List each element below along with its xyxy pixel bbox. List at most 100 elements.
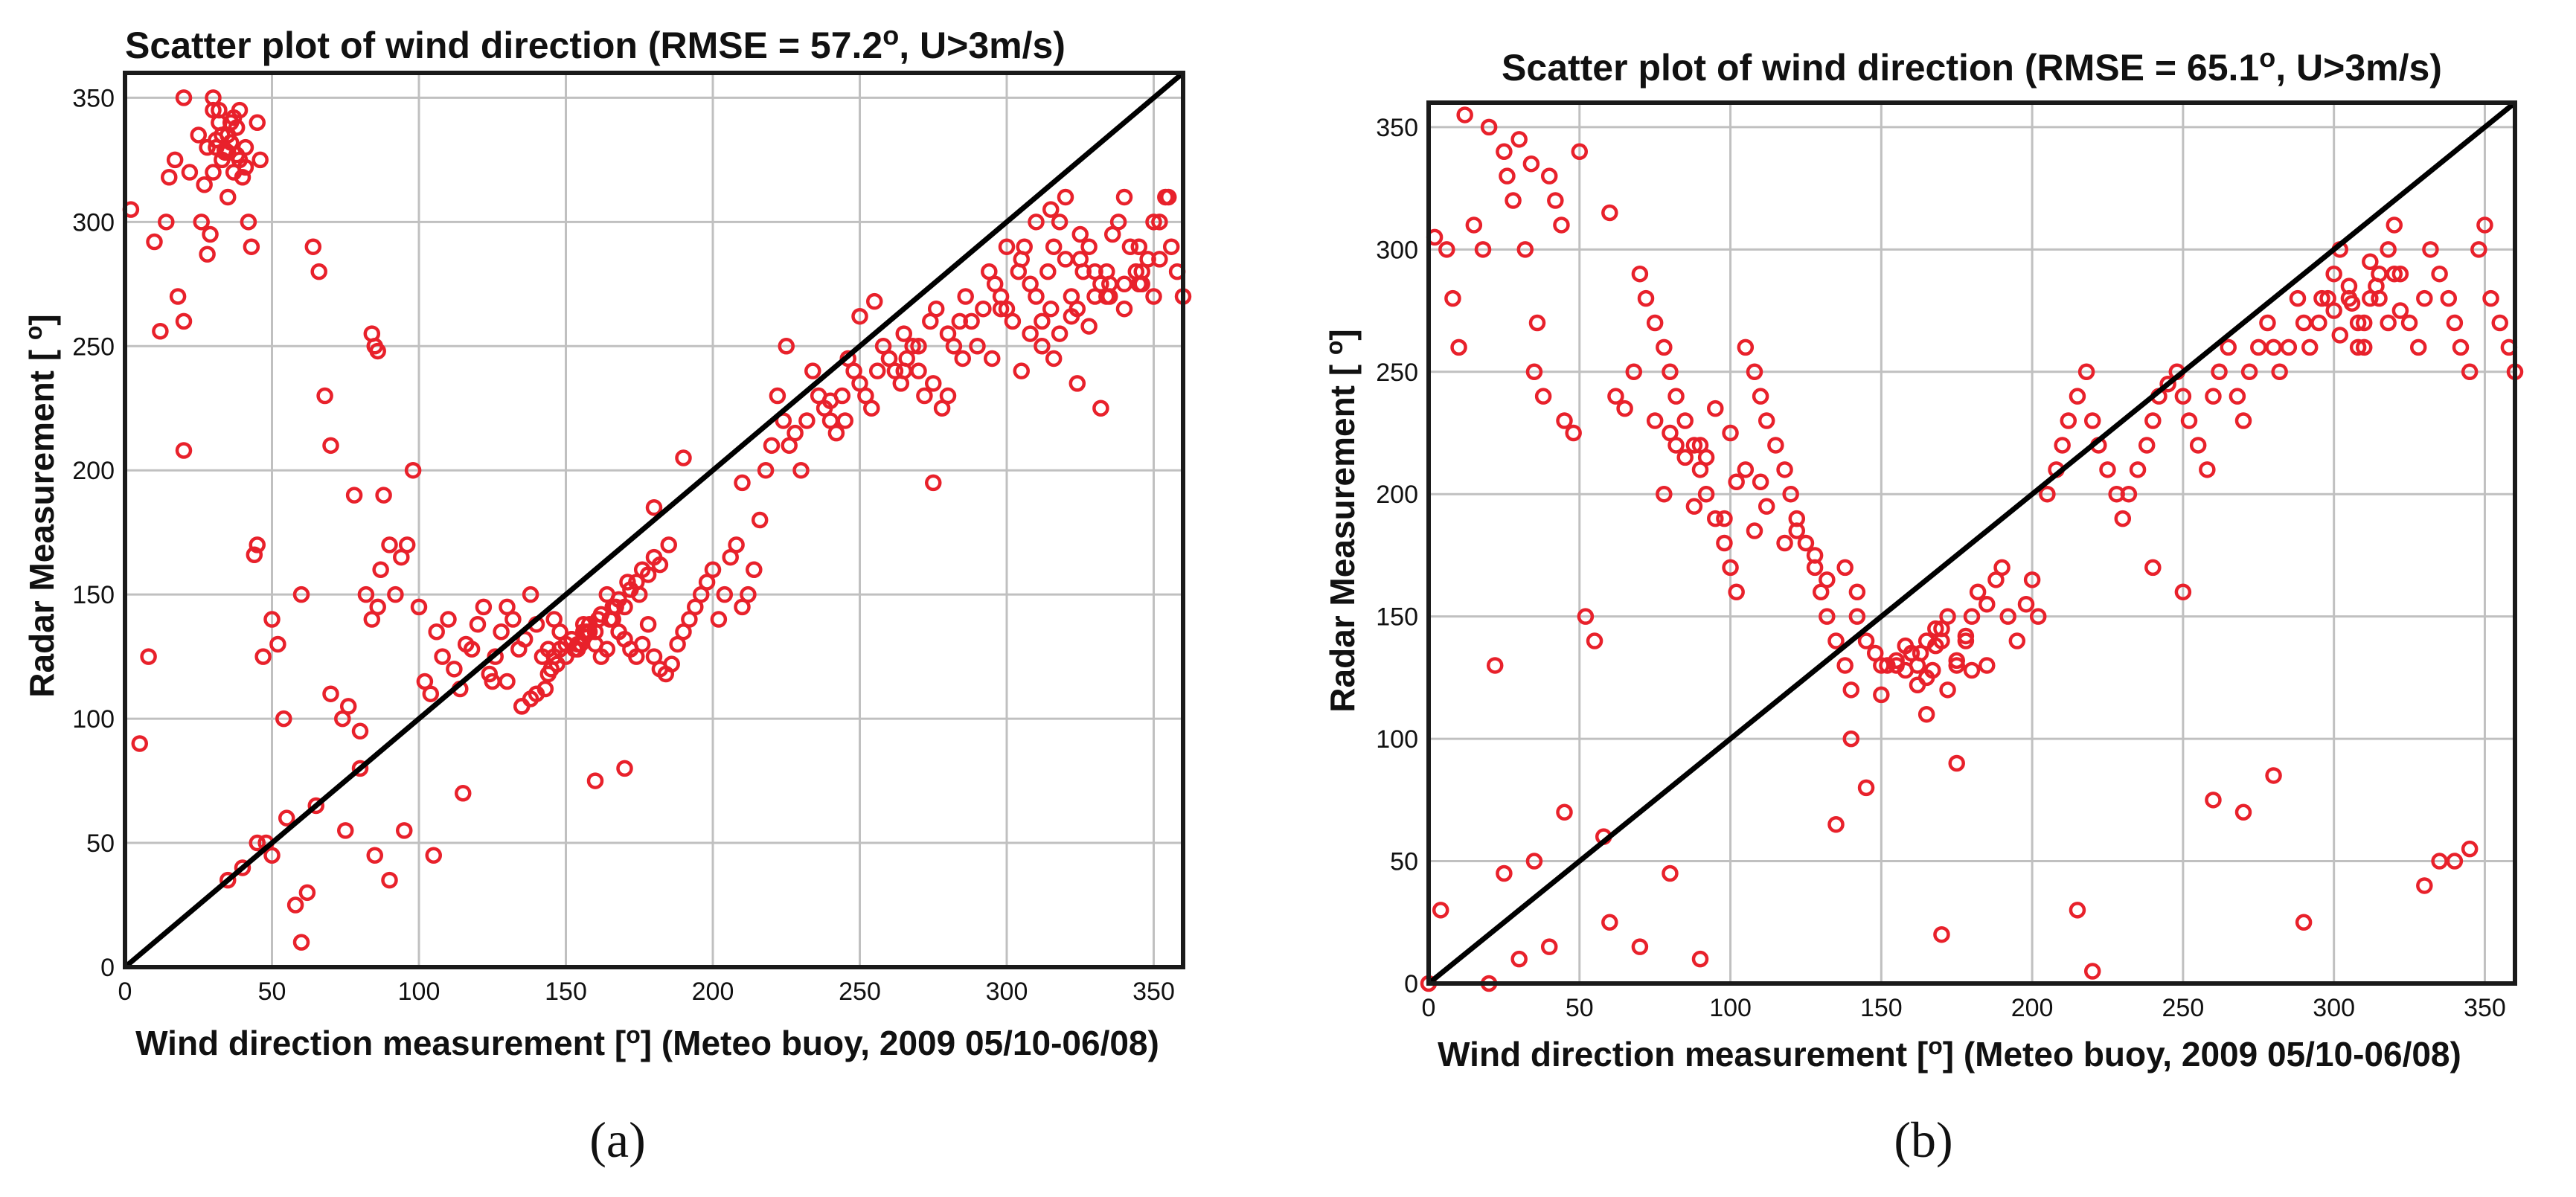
scatter-point bbox=[2362, 253, 2379, 271]
scatter-point bbox=[2470, 241, 2487, 258]
chart-a-ytick-label: 0 bbox=[100, 954, 115, 982]
scatter-point bbox=[778, 338, 795, 355]
scatter-point bbox=[2380, 241, 2397, 258]
chart-b-xlabel: Wind direction measurement [o] (Meteo bu… bbox=[1438, 1033, 2461, 1074]
scatter-point bbox=[1752, 473, 1769, 491]
scatter-point bbox=[2386, 265, 2403, 283]
scatter-point bbox=[434, 648, 451, 665]
scatter-point bbox=[1039, 263, 1057, 280]
scatter-point bbox=[716, 585, 734, 603]
scatter-point bbox=[2289, 289, 2307, 307]
scatter-point bbox=[2220, 338, 2237, 356]
scatter-point bbox=[2077, 363, 2095, 381]
scatter-point bbox=[2265, 338, 2282, 356]
scatter-point bbox=[954, 350, 971, 368]
scatter-point bbox=[254, 648, 272, 665]
scatter-point bbox=[286, 896, 304, 914]
scatter-point bbox=[292, 934, 310, 951]
chart-a-ytick-label: 300 bbox=[72, 208, 115, 237]
scatter-point bbox=[1109, 214, 1127, 231]
scatter-point bbox=[228, 119, 246, 136]
scatter-point bbox=[2250, 338, 2267, 356]
scatter-point bbox=[2482, 289, 2499, 307]
scatter-point bbox=[2301, 338, 2319, 356]
chart-a-xtick-label: 0 bbox=[118, 978, 132, 1006]
scatter-point bbox=[2029, 608, 2047, 625]
scatter-point bbox=[275, 710, 292, 728]
scatter-point bbox=[798, 412, 816, 429]
scatter-point bbox=[925, 474, 942, 492]
scatter-point bbox=[175, 89, 193, 106]
scatter-point bbox=[2189, 437, 2207, 454]
chart-a-axes-frame bbox=[123, 71, 1185, 969]
scatter-point bbox=[2265, 767, 2282, 784]
scatter-point bbox=[1857, 632, 1875, 649]
scatter-point bbox=[1788, 522, 1806, 539]
scatter-point bbox=[269, 635, 286, 653]
scatter-point bbox=[548, 655, 565, 673]
scatter-point bbox=[422, 685, 440, 702]
scatter-point bbox=[1909, 676, 1926, 694]
scatter-point bbox=[2446, 314, 2464, 332]
scatter-point bbox=[205, 164, 222, 181]
scatter-point bbox=[1782, 485, 1799, 503]
scatter-point bbox=[1456, 106, 1473, 123]
scatter-point bbox=[975, 300, 992, 318]
scatter-point bbox=[1924, 661, 1941, 679]
scatter-point bbox=[205, 89, 222, 106]
scatter-point bbox=[1071, 251, 1089, 268]
scatter-point bbox=[675, 449, 692, 466]
scatter-point bbox=[1577, 608, 1595, 625]
chart-a-xtick-label: 200 bbox=[692, 978, 734, 1006]
scatter-point bbox=[639, 615, 657, 633]
scatter-point bbox=[2446, 853, 2464, 870]
scatter-point bbox=[1927, 620, 1944, 638]
scatter-point bbox=[957, 288, 974, 305]
scatter-point bbox=[895, 325, 912, 342]
scatter-point bbox=[1115, 275, 1133, 293]
scatter-point bbox=[2349, 314, 2367, 332]
scatter-point bbox=[1939, 608, 1956, 625]
scatter-point bbox=[220, 188, 237, 206]
chart-a-xtick-label: 50 bbox=[258, 978, 286, 1006]
scatter-point bbox=[904, 338, 921, 355]
scatter-point bbox=[1522, 155, 1540, 173]
scatter-point bbox=[645, 548, 663, 566]
scatter-point bbox=[322, 685, 339, 702]
scatter-point bbox=[566, 641, 583, 658]
scatter-point bbox=[734, 474, 751, 492]
scatter-point bbox=[387, 585, 404, 603]
scatter-point bbox=[1707, 399, 1724, 417]
chart-a-plot-area: 0 50 100 150 200 250 300 350 0 50 100 150 200 250 300 3… bbox=[72, 71, 1192, 1006]
scatter-point bbox=[740, 585, 757, 603]
scatter-point bbox=[633, 635, 651, 653]
scatter-point bbox=[1045, 238, 1063, 255]
scatter-point bbox=[2343, 295, 2361, 312]
scatter-point bbox=[763, 437, 781, 455]
scatter-point bbox=[484, 673, 501, 690]
scatter-point bbox=[2159, 375, 2176, 393]
scatter-point bbox=[660, 536, 677, 553]
scatter-point bbox=[304, 238, 322, 255]
scatter-point bbox=[396, 822, 413, 839]
scatter-point bbox=[140, 648, 157, 665]
scatter-point bbox=[234, 168, 251, 186]
scatter-point bbox=[1556, 803, 1573, 821]
scatter-point bbox=[2355, 314, 2373, 332]
scatter-point bbox=[263, 611, 281, 628]
scatter-point bbox=[1586, 632, 1603, 649]
scatter-point bbox=[1662, 363, 1679, 381]
chart-b-ytick-label: 300 bbox=[1376, 236, 1418, 264]
scatter-point bbox=[1963, 661, 1981, 679]
scatter-point bbox=[2331, 327, 2349, 344]
scatter-point bbox=[704, 561, 722, 579]
scatter-point bbox=[1897, 637, 1915, 655]
scatter-point bbox=[2083, 412, 2101, 429]
scatter-point bbox=[404, 461, 422, 479]
scatter-point bbox=[1662, 864, 1679, 882]
scatter-point bbox=[410, 598, 428, 616]
scatter-point bbox=[998, 238, 1016, 255]
scatter-point bbox=[181, 164, 199, 181]
scatter-point bbox=[337, 822, 354, 839]
